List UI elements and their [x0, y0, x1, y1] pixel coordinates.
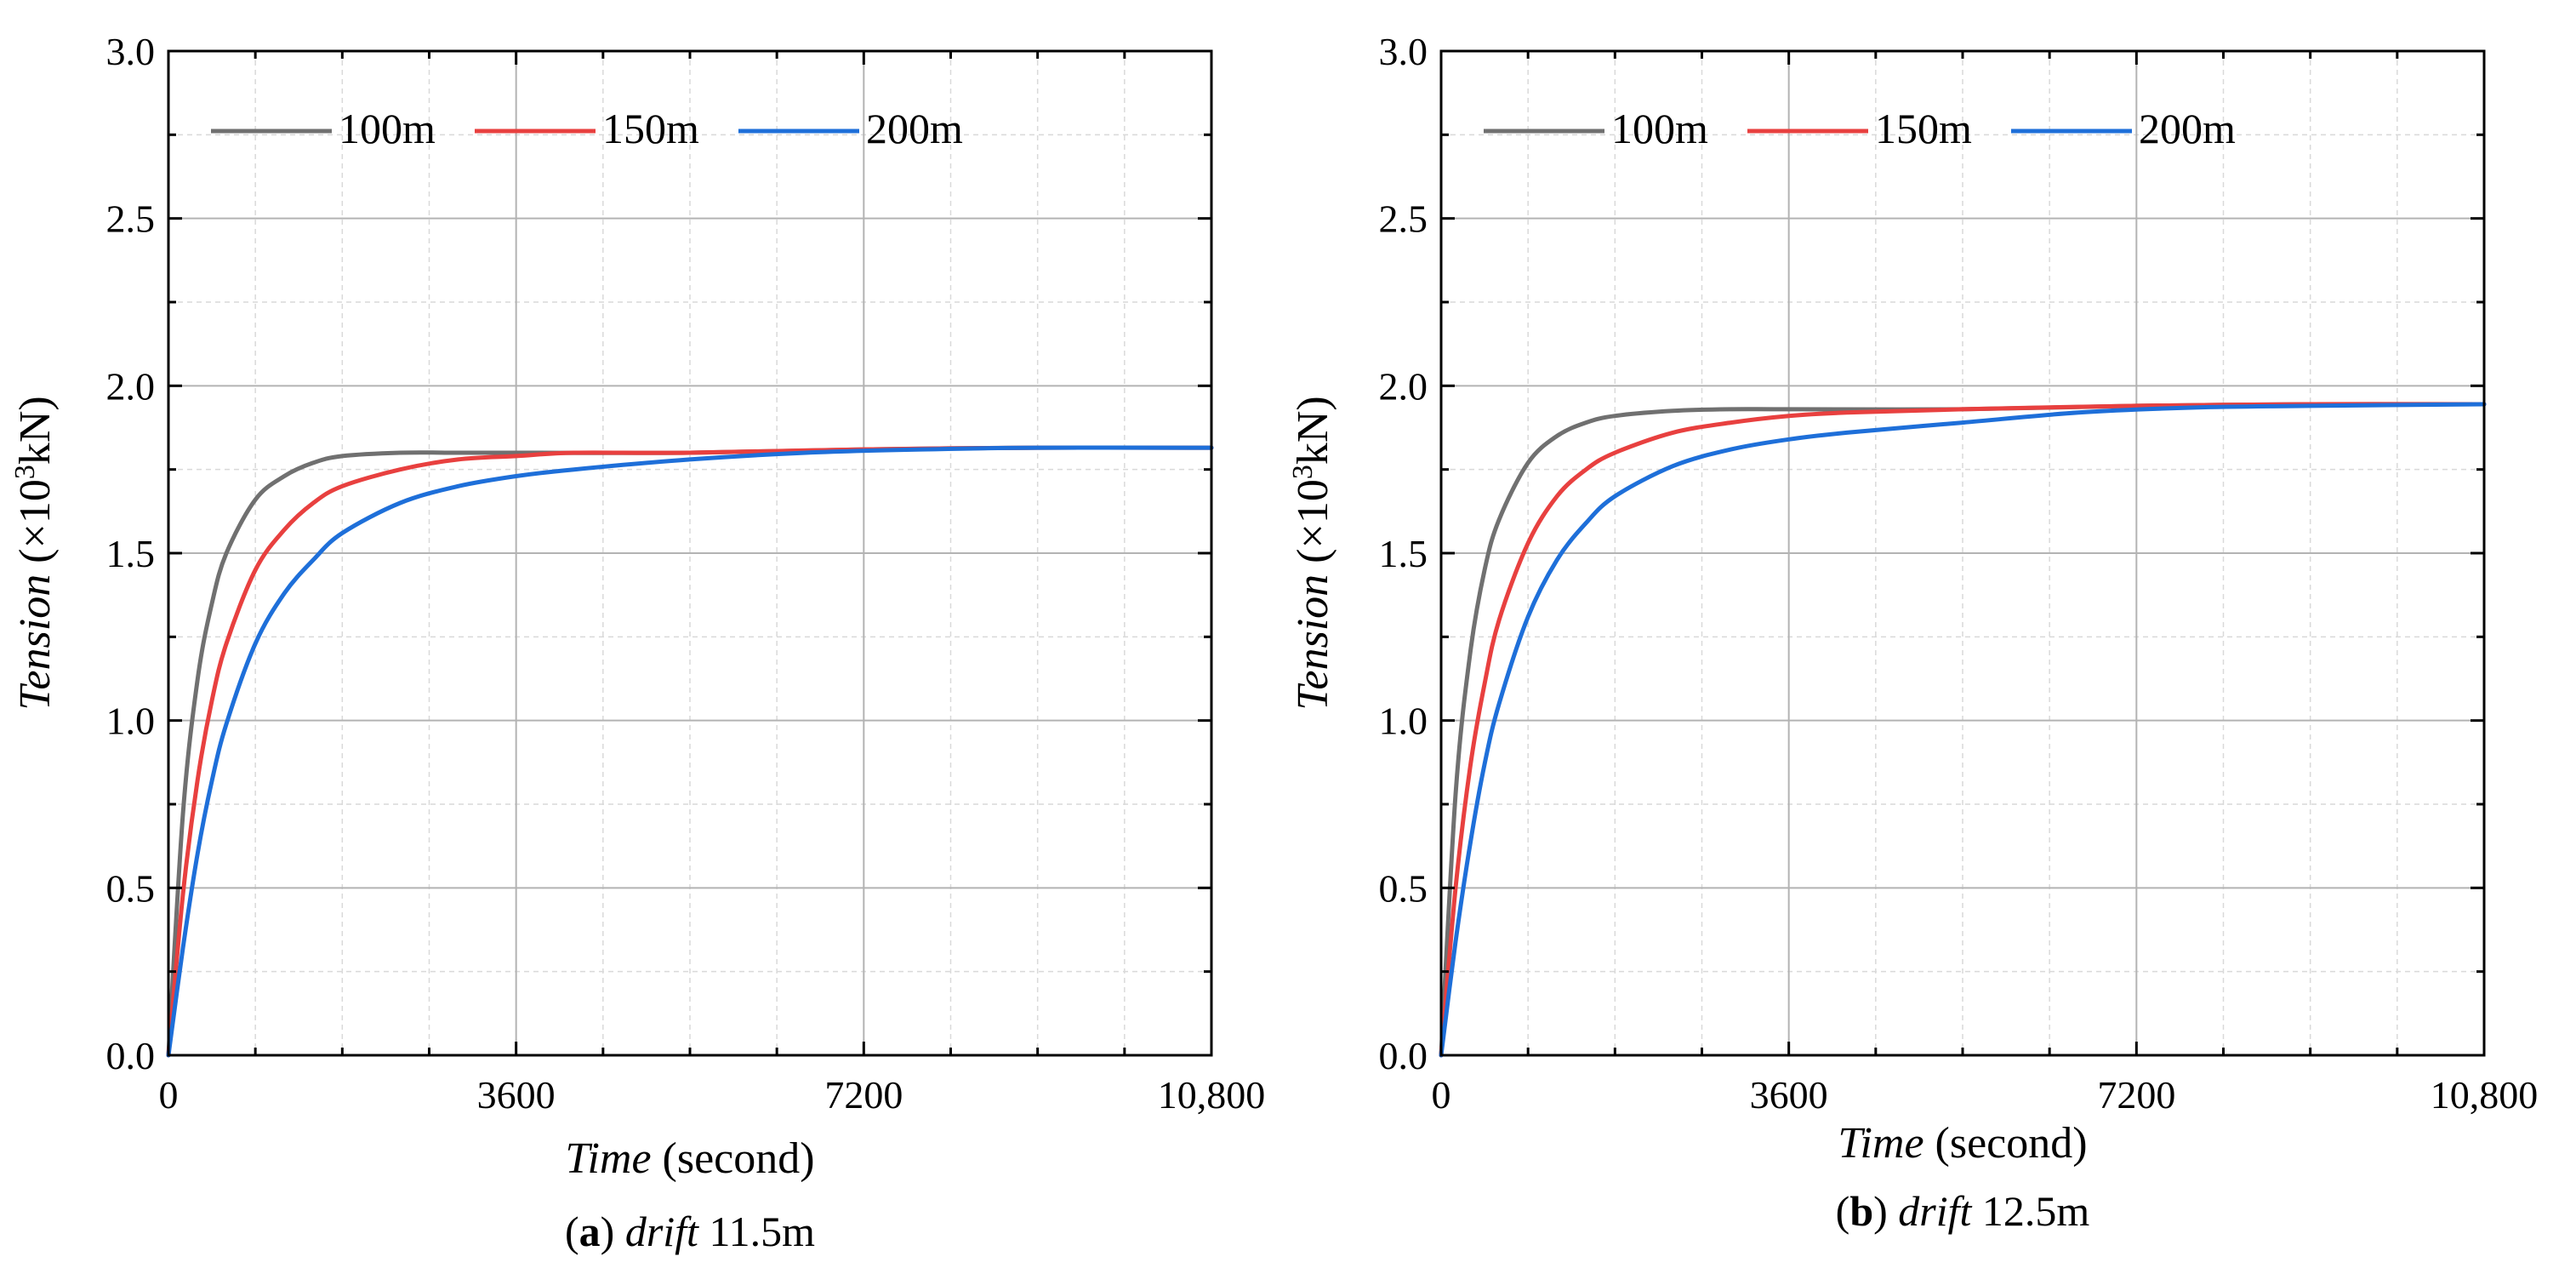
x-tick-label: 10,800: [2431, 1073, 2539, 1117]
y-axis-title-unit: (×10: [1289, 479, 1337, 563]
y-tick-label: 0.5: [1379, 866, 1428, 910]
x-axis-title-unit: (second): [663, 1134, 815, 1183]
series-line-150m: [1439, 402, 2487, 1058]
y-tick-label: 2.0: [106, 364, 156, 408]
y-tick-label: 1.5: [1379, 532, 1428, 575]
ticks: [167, 49, 1213, 1057]
x-tick-label: 3600: [1750, 1073, 1828, 1117]
y-axis-title-italic: Tension: [11, 574, 60, 711]
chart-panel-a: 0 3600 7200 10,800 0.0 0.5 1.0 1.5 2.0 2.5 3.0 Time…: [9, 30, 1265, 1255]
grid: [1441, 51, 2484, 1055]
y-axis-title-unit: (×10: [11, 479, 60, 563]
x-tick-label: 7200: [2097, 1073, 2175, 1117]
caption-italic: drift: [625, 1208, 699, 1255]
y-axis-title-superscript: 3: [9, 465, 41, 479]
y-axis-title-italic: Tension: [1289, 574, 1337, 711]
x-tick-label: 7200: [824, 1073, 903, 1117]
y-tick-label: 0.0: [1379, 1034, 1428, 1077]
panel-caption: (a) drift 11.5m: [565, 1208, 815, 1255]
legend: 100m 150m 200m: [1484, 105, 2236, 152]
y-axis-title-superscript: 3: [1287, 465, 1319, 479]
y-tick-label: 1.0: [106, 700, 156, 743]
x-tick-label: 3600: [477, 1073, 556, 1117]
series-line-200m: [1439, 402, 2487, 1058]
x-axis-title-unit: (second): [1935, 1119, 2088, 1168]
caption-value: 12.5m: [1982, 1187, 2090, 1235]
y-tick-label: 3.0: [106, 30, 156, 73]
y-tick-label: 2.5: [1379, 197, 1428, 241]
y-tick-label: 2.0: [1379, 364, 1428, 408]
y-tick-label: 3.0: [1379, 30, 1428, 73]
series-line-200m: [166, 445, 1214, 1058]
panel-caption: (b) drift 12.5m: [1836, 1187, 2090, 1235]
legend-label: 100m: [1611, 105, 1708, 152]
y-tick-label: 0.0: [106, 1034, 156, 1077]
legend-label: 150m: [1875, 105, 1972, 152]
x-tick-label: 0: [1432, 1073, 1451, 1117]
y-tick-label: 1.5: [106, 532, 156, 575]
caption-italic: drift: [1898, 1187, 1972, 1235]
y-axis-title: Tension (×103kN): [9, 396, 60, 710]
legend-label: 150m: [602, 105, 699, 152]
y-tick-label: 1.0: [1379, 700, 1428, 743]
panel-label: b: [1849, 1187, 1873, 1235]
x-axis-title-italic: Time: [565, 1134, 651, 1183]
legend-label: 200m: [2139, 105, 2236, 152]
y-axis-title: Tension (×103kN): [1287, 396, 1337, 710]
legend-label: 200m: [866, 105, 963, 152]
x-axis-title: Time (second): [565, 1134, 814, 1183]
legend: 100m 150m 200m: [211, 105, 963, 152]
x-tick-label: 0: [159, 1073, 179, 1117]
y-tick-label: 2.5: [106, 197, 156, 241]
ticks: [1439, 49, 2486, 1057]
x-axis-title-italic: Time: [1838, 1119, 1923, 1168]
y-axis-title-unit-tail: kN): [11, 396, 60, 465]
legend-label: 100m: [339, 105, 436, 152]
y-tick-label: 0.5: [106, 866, 156, 910]
grid: [168, 51, 1211, 1055]
chart-panel-b: 0 3600 7200 10,800 0.0 0.5 1.0 1.5 2.0 2.5 3.0 Time…: [1287, 30, 2538, 1235]
x-tick-label: 10,800: [1158, 1073, 1266, 1117]
y-axis-title-unit-tail: kN): [1289, 396, 1337, 465]
x-axis-title: Time (second): [1838, 1119, 2087, 1168]
panel-label: a: [579, 1208, 601, 1255]
caption-value: 11.5m: [709, 1208, 815, 1255]
